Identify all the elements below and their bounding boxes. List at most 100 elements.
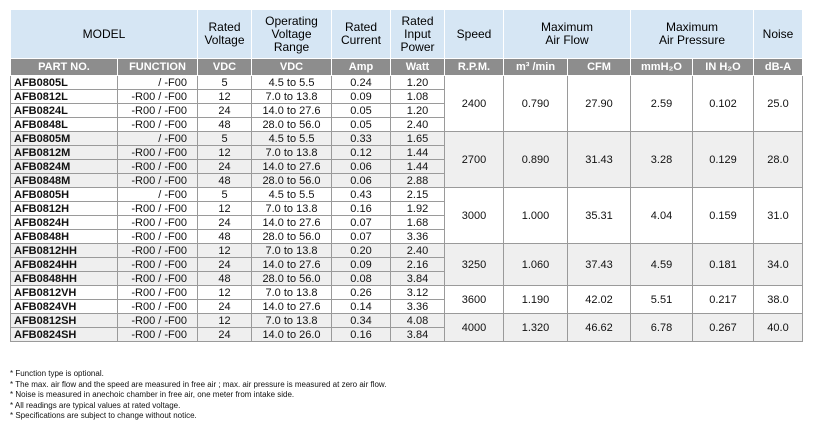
pressure-inh2o: 0.159: [692, 187, 755, 244]
footnote: * Function type is optional.: [10, 369, 104, 378]
function: -R00 / -F00: [117, 201, 198, 216]
data-row: AFB0812VH -R00 / -F00 12 7.0 to 13.8 0.26 3.1…: [10, 285, 804, 314]
air-flow-cfm: 46.62: [566, 313, 632, 342]
noise: 38.0: [753, 285, 804, 314]
rated-voltage: 5: [197, 187, 252, 202]
column-header: Speed: [444, 9, 504, 59]
voltage-range: 4.5 to 5.5: [251, 75, 332, 90]
unit-header: R.P.M.: [444, 58, 504, 76]
data-row: AFB0824SH -R00 / -F00 24 14.0 to 26.0 0.16 3.…: [10, 327, 803, 342]
function: -R00 / -F00: [117, 173, 198, 188]
speed: 2400: [444, 75, 504, 132]
rated-current: 0.12: [331, 145, 391, 160]
unit-header: VDC: [197, 58, 252, 76]
voltage-range: 7.0 to 13.8: [251, 145, 332, 160]
voltage-range: 28.0 to 56.0: [251, 229, 332, 244]
rated-current: 0.09: [331, 89, 391, 104]
input-power: 2.40: [390, 243, 445, 258]
data-row: AFB0848L -R00 / -F00 48 28.0 to 56.0 0.05 2.4…: [10, 117, 803, 132]
data-row: AFB0805H / -F00 5 4.5 to 5.5 0.43 2.15 3000 1.0…: [10, 187, 804, 244]
unit-header: Watt: [390, 58, 445, 76]
rated-voltage: 24: [197, 103, 252, 118]
rated-current: 0.43: [331, 187, 391, 202]
function: -R00 / -F00: [117, 229, 198, 244]
part-no: AFB0805L: [10, 75, 118, 90]
rated-voltage: 12: [197, 285, 252, 300]
data-row: AFB0824HH -R00 / -F00 24 14.0 to 27.6 0.09 2.…: [10, 257, 803, 272]
unit-header: dB-A: [753, 58, 804, 76]
rated-voltage: 24: [197, 327, 252, 342]
rated-current: 0.16: [331, 201, 391, 216]
unit-header: VDC: [251, 58, 332, 76]
header-row: MODEL Rated Voltage Operating Voltage Rang…: [10, 9, 804, 59]
rated-current: 0.20: [331, 243, 391, 258]
function: -R00 / -F00: [117, 313, 198, 328]
function: / -F00: [117, 131, 198, 146]
air-flow-m3: 1.320: [503, 313, 568, 342]
column-header: Rated Current: [331, 9, 391, 59]
function: / -F00: [117, 75, 198, 90]
rated-current: 0.14: [331, 299, 391, 314]
input-power: 3.36: [390, 229, 445, 244]
voltage-range: 14.0 to 27.6: [251, 257, 332, 272]
part-no: AFB0805M: [10, 131, 118, 146]
rated-current: 0.08: [331, 271, 391, 286]
voltage-range: 28.0 to 56.0: [251, 271, 332, 286]
rated-current: 0.16: [331, 327, 391, 342]
data-row: AFB0848M -R00 / -F00 48 28.0 to 56.0 0.06 2.8…: [10, 173, 803, 188]
rated-current: 0.05: [331, 103, 391, 118]
rated-current: 0.07: [331, 215, 391, 230]
speed: 4000: [444, 313, 504, 342]
footnotes: * Function type is optional. * The max. a…: [10, 369, 386, 422]
pressure-mmh2o: 6.78: [630, 313, 694, 342]
speed: 3000: [444, 187, 504, 244]
function: -R00 / -F00: [117, 327, 198, 342]
pressure-inh2o: 0.102: [692, 75, 755, 132]
footnote: * Specifications are subject to change w…: [10, 411, 197, 421]
voltage-range: 7.0 to 13.8: [251, 313, 332, 328]
pressure-mmh2o: 5.51: [630, 285, 694, 314]
function: / -F00: [117, 187, 198, 202]
pressure-inh2o: 0.217: [692, 285, 755, 314]
part-no: AFB0824HH: [10, 257, 118, 272]
function: -R00 / -F00: [117, 299, 198, 314]
input-power: 1.92: [390, 201, 445, 216]
unit-header: CFM: [566, 58, 632, 76]
input-power: 3.12: [390, 285, 445, 300]
unit-header: PART NO.: [10, 58, 118, 76]
footnote: * The max. air flow and the speed are me…: [10, 379, 387, 389]
air-flow-m3: 1.060: [503, 243, 568, 286]
voltage-range: 28.0 to 56.0: [251, 173, 332, 188]
pressure-mmh2o: 4.04: [630, 187, 694, 244]
air-flow-cfm: 37.43: [566, 243, 632, 286]
data-row: AFB0848HH -R00 / -F00 48 28.0 to 56.0 0.08 3.…: [10, 271, 803, 286]
voltage-range: 4.5 to 5.5: [251, 187, 332, 202]
function: -R00 / -F00: [117, 215, 198, 230]
rated-current: 0.26: [331, 285, 391, 300]
rated-voltage: 48: [197, 173, 252, 188]
column-header: Rated Voltage: [197, 9, 252, 59]
voltage-range: 14.0 to 26.0: [251, 327, 332, 342]
unit-row: PART NO. FUNCTION VDC VDC Amp Watt R.P.M. m³ /m…: [10, 58, 804, 76]
column-header: Noise: [753, 9, 804, 59]
rated-voltage: 12: [197, 243, 252, 258]
input-power: 1.44: [390, 159, 445, 174]
rated-current: 0.09: [331, 257, 391, 272]
air-flow-cfm: 27.90: [566, 75, 632, 132]
table-body: MODEL Rated Voltage Operating Voltage Rang…: [10, 9, 804, 342]
rated-voltage: 12: [197, 89, 252, 104]
input-power: 1.44: [390, 145, 445, 160]
voltage-range: 4.5 to 5.5: [251, 131, 332, 146]
air-flow-m3: 0.890: [503, 131, 568, 188]
air-flow-cfm: 35.31: [566, 187, 632, 244]
pressure-inh2o: 0.267: [692, 313, 755, 342]
function: -R00 / -F00: [117, 117, 198, 132]
rated-current: 0.06: [331, 159, 391, 174]
input-power: 3.36: [390, 299, 445, 314]
rated-voltage: 12: [197, 145, 252, 160]
air-flow-m3: 1.190: [503, 285, 568, 314]
input-power: 1.20: [390, 75, 445, 90]
input-power: 1.68: [390, 215, 445, 230]
rated-voltage: 48: [197, 117, 252, 132]
part-no: AFB0812HH: [10, 243, 118, 258]
